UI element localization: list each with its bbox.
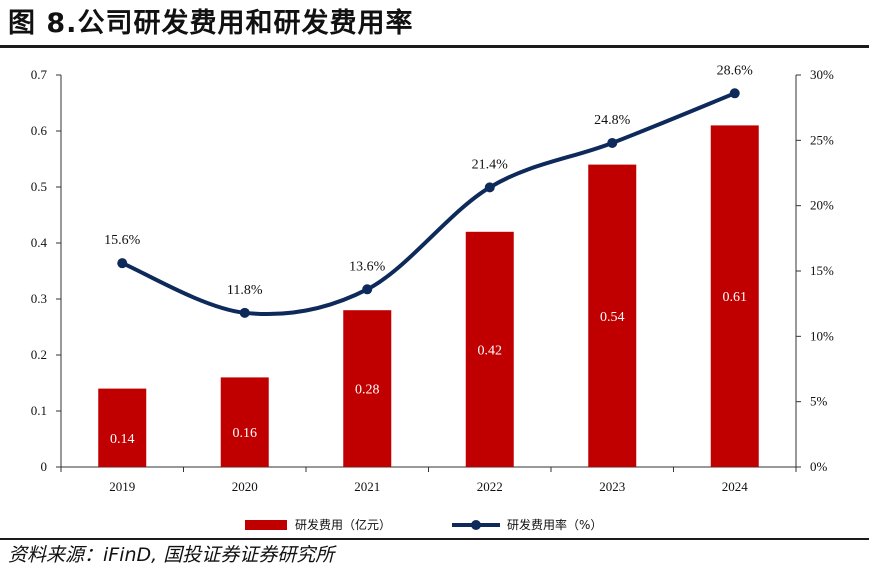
legend-bar-label: 研发费用（亿元）	[295, 517, 391, 532]
legend-line-label: 研发费用率（%）	[507, 517, 602, 532]
y-right-tick-label: 25%	[810, 132, 834, 147]
line-series: 15.6% 11.8% 13.6% 21.4% 24.8% 28.6%	[104, 63, 753, 318]
bar-value-label: 0.28	[355, 383, 380, 398]
x-tick-label: 2024	[722, 479, 749, 494]
rate-value-label: 24.8%	[594, 113, 631, 128]
rate-point	[607, 137, 618, 148]
bar	[588, 164, 637, 467]
title-rule	[0, 45, 869, 48]
x-tick-label: 2021	[354, 479, 380, 494]
axes: 0 0.1 0.2 0.3 0.4 0.5 0.6 0.7 0% 5% 10% 15% 20% 25% 30…	[31, 67, 834, 494]
legend-line-marker	[471, 520, 481, 530]
rate-point	[239, 307, 250, 318]
bar	[465, 231, 514, 467]
y-left-tick-label: 0.6	[31, 123, 48, 138]
chart-area: 0 0.1 0.2 0.3 0.4 0.5 0.6 0.7 0% 5% 10% 15% 20% 25% 30…	[31, 63, 834, 532]
y-right-tick-label: 15%	[810, 263, 834, 278]
rate-point	[484, 182, 495, 193]
bar	[343, 310, 392, 467]
y-left-tick-label: 0.3	[31, 291, 47, 306]
bar-value-label: 0.14	[110, 432, 135, 447]
rate-value-label: 21.4%	[472, 157, 509, 172]
y-left-tick-label: 0.5	[31, 179, 47, 194]
y-left-tick-label: 0.1	[31, 403, 47, 418]
y-right-tick-label: 20%	[810, 198, 834, 213]
y-left-tick-label: 0.7	[31, 67, 48, 82]
legend: 研发费用（亿元） 研发费用率（%）	[245, 517, 602, 532]
legend-bar-swatch	[245, 520, 287, 530]
y-left-tick-label: 0	[41, 459, 48, 474]
bar-series: 0.14 0.16 0.28 0.42 0.54 0.61	[98, 125, 759, 468]
bar-value-label: 0.54	[600, 310, 625, 325]
chart-title: 图 8.公司研发费用和研发费用率	[8, 8, 414, 39]
bar-value-label: 0.42	[478, 343, 503, 358]
rate-value-label: 13.6%	[349, 259, 386, 274]
x-tick-label: 2020	[232, 479, 258, 494]
footer-rule	[0, 538, 869, 540]
y-left-tick-label: 0.4	[31, 235, 48, 250]
y-right-tick-label: 0%	[810, 459, 828, 474]
bar	[710, 125, 759, 468]
rate-line	[121, 91, 736, 317]
y-right-tick-label: 5%	[810, 394, 828, 409]
x-tick-label: 2019	[109, 479, 135, 494]
y-right-tick-label: 10%	[810, 328, 834, 343]
rate-point	[117, 258, 128, 269]
bar	[220, 377, 269, 467]
bar-value-label: 0.16	[233, 426, 258, 441]
rate-point	[362, 284, 373, 295]
bar-value-label: 0.61	[723, 290, 748, 305]
rate-value-label: 28.6%	[717, 63, 754, 78]
x-tick-label: 2022	[477, 479, 503, 494]
bar	[98, 388, 147, 467]
rate-value-label: 11.8%	[227, 283, 263, 298]
rate-value-label: 15.6%	[104, 233, 141, 248]
x-tick-label: 2023	[599, 479, 625, 494]
y-left-tick-label: 0.2	[31, 347, 47, 362]
rate-point	[729, 88, 740, 99]
y-right-tick-label: 30%	[810, 67, 834, 82]
source-note: 资料来源：iFinD, 国投证券证券研究所	[8, 544, 335, 566]
